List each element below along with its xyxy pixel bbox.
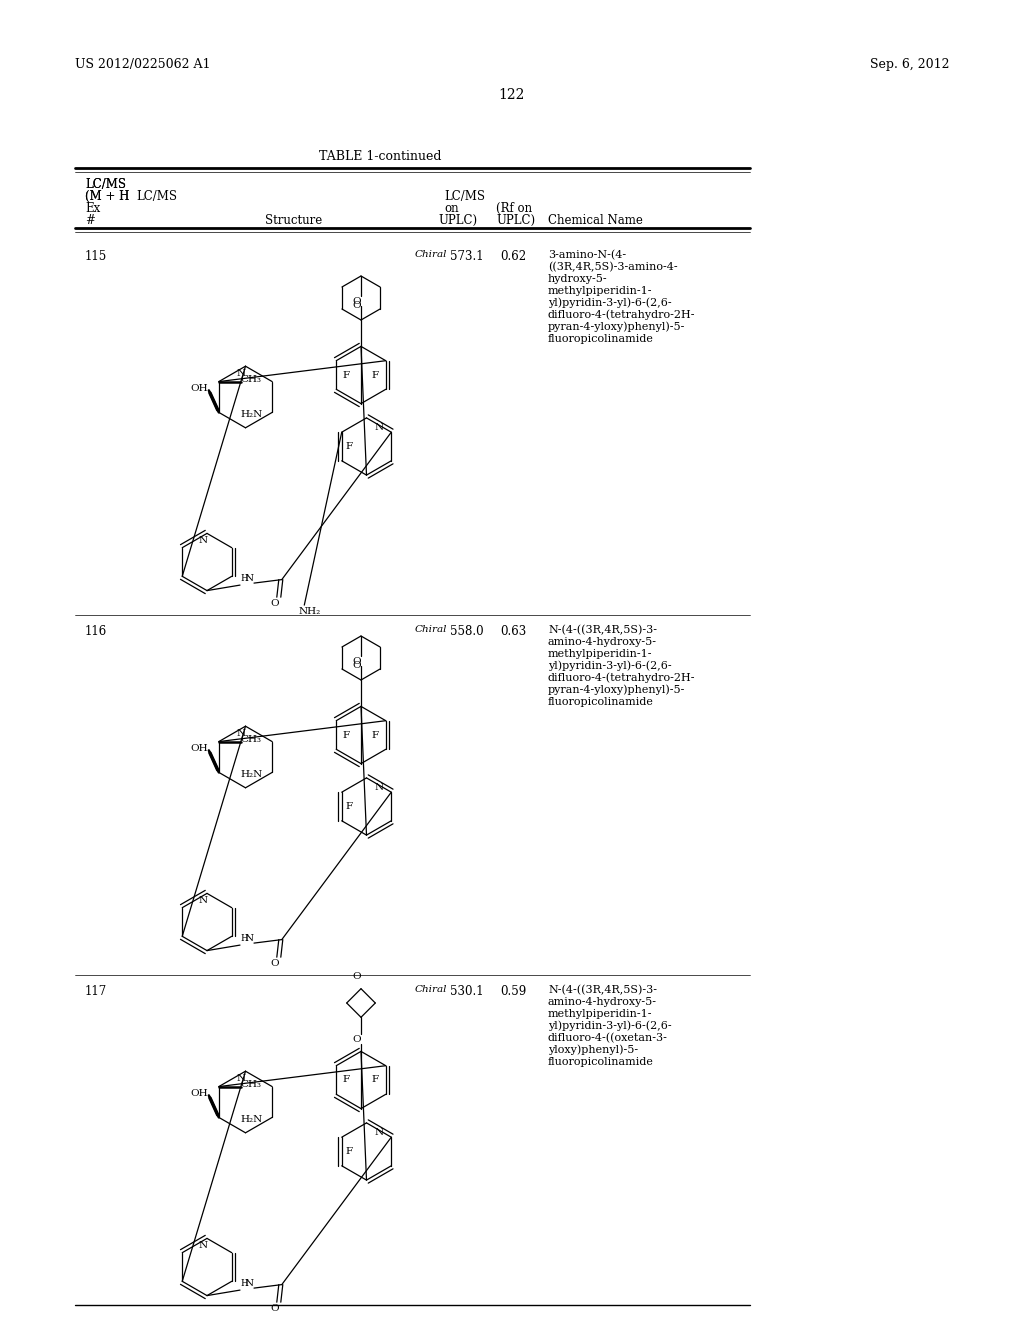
- Text: CH₃: CH₃: [241, 1080, 262, 1089]
- Text: F: F: [372, 371, 379, 380]
- Text: Chemical Name: Chemical Name: [548, 214, 643, 227]
- Text: Ex: Ex: [85, 202, 100, 215]
- Text: LC/MS: LC/MS: [85, 178, 126, 191]
- Text: #: #: [85, 214, 95, 227]
- Text: 116: 116: [85, 624, 108, 638]
- Text: F: F: [346, 1147, 353, 1156]
- Text: OH: OH: [190, 1089, 209, 1098]
- Text: O: O: [270, 1304, 280, 1313]
- Text: O: O: [352, 657, 361, 665]
- Text: 0.63: 0.63: [500, 624, 526, 638]
- Text: N: N: [245, 574, 254, 583]
- Text: 573.1: 573.1: [450, 249, 483, 263]
- Text: Structure: Structure: [265, 214, 323, 227]
- Text: 117: 117: [85, 985, 108, 998]
- Text: F: F: [346, 803, 353, 810]
- Text: UPLC): UPLC): [496, 214, 536, 227]
- Text: O: O: [352, 1035, 361, 1044]
- Text: F: F: [342, 730, 349, 739]
- Text: TABLE 1-continued: TABLE 1-continued: [318, 150, 441, 162]
- Text: O: O: [352, 297, 361, 306]
- Text: 0.62: 0.62: [500, 249, 526, 263]
- Text: LC/MS: LC/MS: [444, 190, 485, 203]
- Text: O: O: [352, 301, 361, 310]
- Text: OH: OH: [190, 744, 209, 752]
- Text: on: on: [444, 202, 459, 215]
- Text: (M + H: (M + H: [85, 190, 129, 203]
- Text: N: N: [237, 370, 246, 379]
- Text: UPLC): UPLC): [438, 214, 477, 227]
- Text: OH: OH: [190, 384, 209, 393]
- Text: Chiral: Chiral: [415, 624, 447, 634]
- Text: H: H: [240, 935, 248, 942]
- Text: N: N: [374, 1127, 383, 1137]
- Text: F: F: [372, 1076, 379, 1085]
- Text: H: H: [240, 574, 248, 583]
- Text: O: O: [270, 599, 280, 609]
- Text: F: F: [342, 1076, 349, 1085]
- Text: F: F: [342, 371, 349, 380]
- Text: 0.59: 0.59: [500, 985, 526, 998]
- Text: H₂N: H₂N: [241, 1115, 262, 1123]
- Text: F: F: [346, 442, 353, 451]
- Text: N: N: [199, 1241, 208, 1250]
- Text: US 2012/0225062 A1: US 2012/0225062 A1: [75, 58, 211, 71]
- Text: LC/MS: LC/MS: [136, 190, 177, 203]
- Text: N-(4-((3R,4R,5S)-3-
amino-4-hydroxy-5-
methylpiperidin-1-
yl)pyridin-3-yl)-6-(2,: N-(4-((3R,4R,5S)-3- amino-4-hydroxy-5- m…: [548, 985, 672, 1067]
- Text: LC/MS: LC/MS: [85, 178, 126, 191]
- Text: H: H: [240, 1279, 248, 1288]
- Text: Sep. 6, 2012: Sep. 6, 2012: [870, 58, 949, 71]
- Text: Chiral: Chiral: [415, 985, 447, 994]
- Text: N: N: [245, 1279, 254, 1288]
- Text: 558.0: 558.0: [450, 624, 483, 638]
- Text: N: N: [374, 783, 383, 792]
- Text: 530.1: 530.1: [450, 985, 483, 998]
- Text: 3-amino-N-(4-
((3R,4R,5S)-3-amino-4-
hydroxy-5-
methylpiperidin-1-
yl)pyridin-3-: 3-amino-N-(4- ((3R,4R,5S)-3-amino-4- hyd…: [548, 249, 695, 345]
- Text: 122: 122: [499, 88, 525, 102]
- Text: N: N: [245, 935, 254, 942]
- Text: N: N: [199, 896, 208, 906]
- Text: O: O: [352, 972, 361, 981]
- Text: H₂N: H₂N: [241, 770, 262, 779]
- Text: CH₃: CH₃: [241, 375, 262, 384]
- Text: (Rf on: (Rf on: [496, 202, 532, 215]
- Text: O: O: [352, 661, 361, 671]
- Text: N: N: [237, 729, 246, 738]
- Text: N: N: [237, 1074, 246, 1084]
- Text: N-(4-((3R,4R,5S)-3-
amino-4-hydroxy-5-
methylpiperidin-1-
yl)pyridin-3-yl)-6-(2,: N-(4-((3R,4R,5S)-3- amino-4-hydroxy-5- m…: [548, 624, 695, 708]
- Text: CH₃: CH₃: [241, 735, 262, 744]
- Text: (M + H: (M + H: [85, 190, 129, 203]
- Text: N: N: [199, 536, 208, 545]
- Text: F: F: [372, 730, 379, 739]
- Text: H₂N: H₂N: [241, 411, 262, 418]
- Text: Chiral: Chiral: [415, 249, 447, 259]
- Text: NH₂: NH₂: [298, 607, 321, 616]
- Text: 115: 115: [85, 249, 108, 263]
- Text: O: O: [270, 960, 280, 968]
- Text: N: N: [374, 422, 383, 432]
